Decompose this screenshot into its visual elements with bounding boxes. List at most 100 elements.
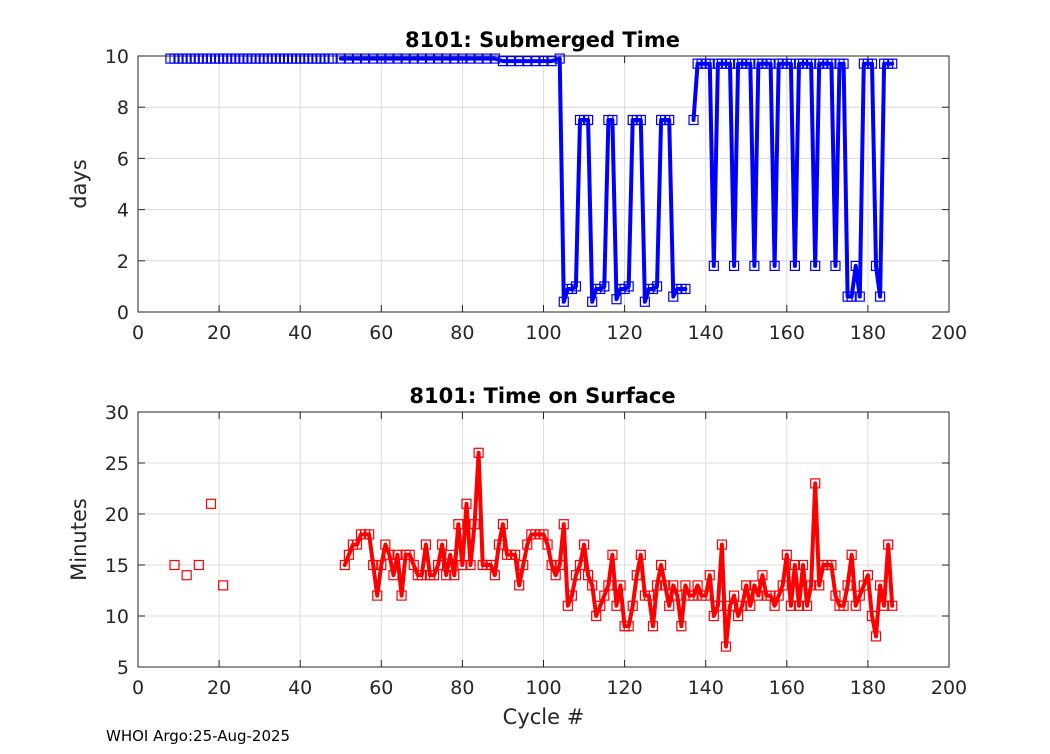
data-point-marker: [611, 294, 622, 305]
data-point-marker: [574, 559, 586, 571]
data-point-marker: [583, 570, 594, 581]
x-tick-label: 100: [525, 677, 561, 699]
data-point-marker: [570, 570, 582, 581]
data-point-marker: [514, 56, 525, 67]
data-point-marker: [205, 498, 217, 509]
y-tick-label: 4: [117, 200, 129, 222]
data-point-marker: [660, 580, 671, 591]
series-group: [165, 53, 898, 307]
data-point-marker: [846, 291, 857, 302]
data-point-marker: [688, 114, 699, 126]
y-axis-label: days: [67, 159, 91, 209]
data-point-marker: [789, 260, 801, 272]
data-point-marker: [599, 590, 610, 601]
data-point-marker: [688, 590, 699, 601]
y-tick-label: 10: [105, 606, 129, 628]
data-point-marker: [372, 590, 383, 601]
data-point-marker: [680, 283, 691, 295]
data-point-marker: [554, 559, 565, 571]
x-axis-label: Cycle #: [503, 705, 585, 729]
data-point-marker: [810, 478, 821, 489]
data-point-marker: [388, 570, 399, 581]
data-point-marker: [384, 549, 395, 560]
data-point-marker: [343, 53, 354, 64]
data-point-marker: [368, 53, 379, 64]
data-point-marker: [607, 114, 618, 126]
data-point-marker: [400, 53, 411, 64]
data-point-marker: [887, 600, 898, 611]
y-axis-label: Minutes: [67, 498, 91, 581]
data-point-marker: [599, 281, 610, 292]
data-point-marker: [457, 53, 468, 64]
data-point-marker: [781, 549, 792, 560]
data-point-marker: [514, 580, 525, 591]
data-point-marker: [874, 580, 886, 591]
data-point-marker: [623, 281, 634, 292]
y-tick-label: 15: [105, 555, 129, 577]
data-point-marker: [570, 281, 582, 292]
data-point-marker: [858, 580, 869, 591]
data-point-marker: [753, 590, 764, 601]
x-tick-label: 80: [450, 677, 474, 699]
data-point-marker: [396, 590, 407, 601]
data-point-marker: [806, 580, 817, 591]
data-point-marker: [465, 53, 476, 64]
x-tick-label: 160: [769, 322, 805, 344]
data-point-marker: [343, 549, 354, 560]
data-point-marker: [692, 580, 703, 591]
data-point-marker: [351, 539, 363, 550]
data-point-marker: [530, 56, 541, 67]
data-point-marker: [643, 590, 655, 601]
data-point-marker: [672, 590, 683, 601]
data-point-marker: [700, 590, 711, 601]
data-point-marker: [392, 549, 403, 560]
data-point-marker: [538, 56, 549, 67]
data-point-marker: [874, 291, 886, 302]
data-point-marker: [745, 600, 756, 611]
data-point-marker: [639, 296, 650, 307]
data-point-marker: [449, 570, 460, 581]
data-point-marker: [538, 529, 549, 540]
x-tick-label: 80: [450, 322, 474, 344]
data-point-marker: [627, 600, 638, 611]
data-point-marker: [607, 549, 618, 560]
data-point-marker: [510, 549, 521, 560]
data-point-marker: [583, 114, 594, 126]
data-point-marker: [465, 559, 476, 571]
x-tick-label: 200: [931, 322, 967, 344]
data-point-marker: [615, 580, 626, 591]
data-point-marker: [883, 539, 894, 550]
data-point-marker: [846, 549, 857, 560]
x-tick-label: 0: [132, 677, 144, 699]
data-point-marker: [453, 519, 464, 530]
x-tick-label: 160: [769, 677, 805, 699]
data-point-marker: [432, 559, 444, 571]
x-tick-label: 140: [688, 322, 724, 344]
y-tick-label: 2: [117, 251, 129, 273]
data-point-marker: [420, 539, 432, 550]
data-point-marker: [335, 53, 346, 64]
data-point-marker: [797, 559, 809, 571]
data-point-marker: [801, 600, 813, 611]
data-point-marker: [566, 590, 577, 601]
data-point-marker: [785, 58, 796, 69]
data-point-marker: [651, 580, 663, 591]
x-tick-label: 20: [207, 322, 231, 344]
data-point-marker: [497, 56, 509, 67]
data-point-marker: [437, 539, 448, 550]
data-point-marker: [749, 580, 760, 591]
data-point-marker: [392, 53, 403, 64]
data-point-marker: [635, 114, 646, 126]
data-point-marker: [651, 281, 663, 292]
y-tick-label: 0: [117, 302, 129, 324]
data-point-marker: [461, 498, 472, 509]
data-point-marker: [424, 53, 436, 64]
data-point-marker: [587, 580, 598, 591]
data-point-marker: [793, 600, 805, 611]
x-tick-label: 20: [207, 677, 231, 699]
x-tick-label: 180: [850, 322, 886, 344]
data-point-marker: [745, 58, 756, 69]
y-tick-label: 8: [117, 97, 129, 119]
data-point-marker: [351, 53, 363, 64]
data-point-marker: [838, 58, 849, 69]
